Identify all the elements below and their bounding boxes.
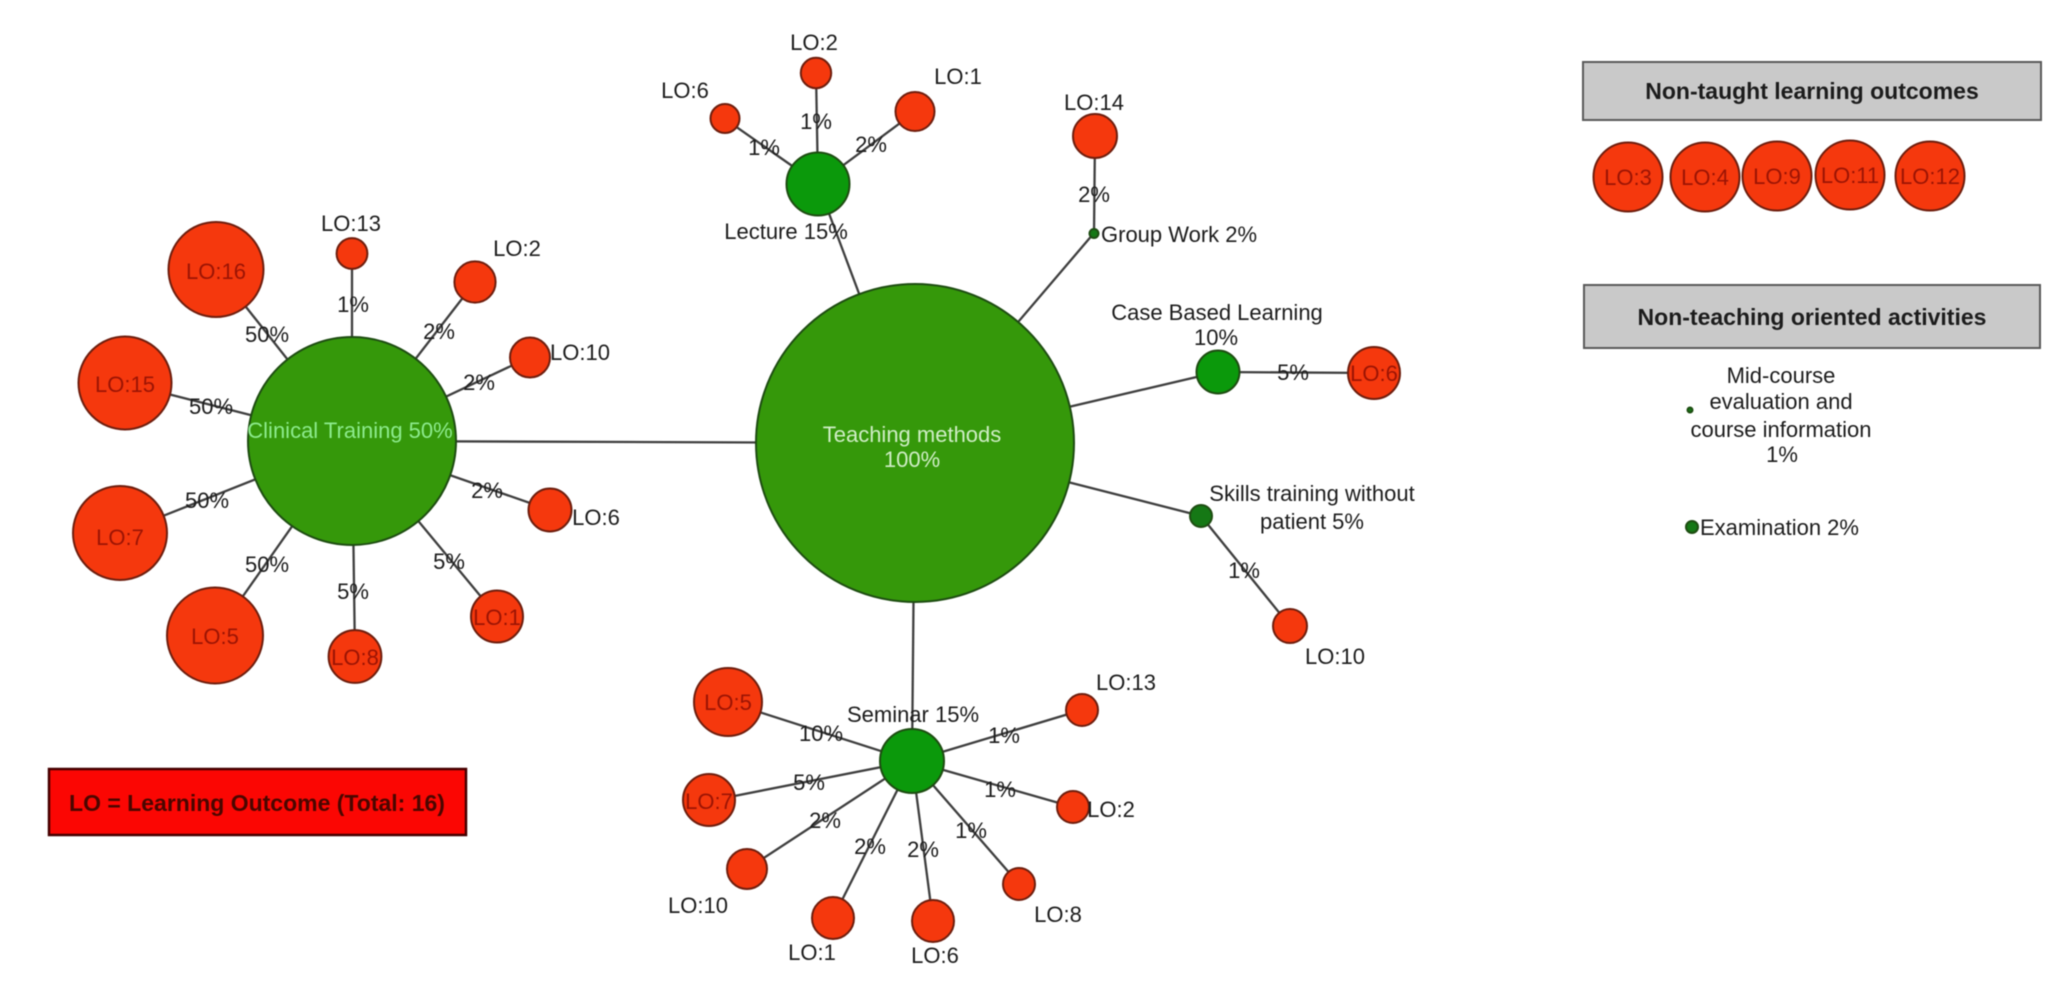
svg-text:LO:10: LO:10: [668, 893, 728, 918]
svg-text:50%: 50%: [245, 322, 289, 347]
svg-text:1%: 1%: [955, 818, 987, 843]
svg-text:2%: 2%: [809, 808, 841, 833]
svg-text:Clinical Training 50%: Clinical Training 50%: [247, 418, 452, 443]
svg-text:LO:9: LO:9: [1753, 164, 1801, 189]
svg-text:1%: 1%: [1228, 558, 1260, 583]
svg-text:LO:1: LO:1: [788, 940, 836, 965]
svg-text:Seminar 15%: Seminar 15%: [847, 702, 979, 727]
svg-text:1%: 1%: [748, 135, 780, 160]
svg-text:LO:2: LO:2: [790, 30, 838, 55]
svg-text:course information: course information: [1691, 417, 1872, 442]
svg-text:5%: 5%: [433, 549, 465, 574]
svg-text:LO:14: LO:14: [1064, 90, 1124, 115]
svg-text:2%: 2%: [854, 834, 886, 859]
svg-text:Non-teaching oriented activiti: Non-teaching oriented activities: [1638, 304, 1987, 330]
svg-text:Lecture 15%: Lecture 15%: [724, 219, 848, 244]
svg-text:2%: 2%: [1078, 182, 1110, 207]
svg-text:1%: 1%: [1766, 442, 1798, 467]
svg-text:2%: 2%: [463, 370, 495, 395]
svg-text:Teaching methods: Teaching methods: [823, 422, 1002, 447]
svg-text:LO:12: LO:12: [1900, 164, 1960, 189]
svg-text:LO:2: LO:2: [1087, 797, 1135, 822]
svg-text:LO:1: LO:1: [934, 64, 982, 89]
svg-text:5%: 5%: [1277, 360, 1309, 385]
svg-text:LO:6: LO:6: [661, 78, 709, 103]
svg-text:1%: 1%: [984, 777, 1016, 802]
svg-text:LO:11: LO:11: [1821, 163, 1879, 188]
svg-text:10%: 10%: [799, 721, 843, 746]
svg-text:LO:7: LO:7: [685, 789, 733, 814]
svg-text:10%: 10%: [1194, 325, 1238, 350]
svg-text:50%: 50%: [189, 394, 233, 419]
svg-text:LO:15: LO:15: [95, 372, 155, 397]
svg-text:LO:6: LO:6: [1350, 361, 1398, 386]
svg-text:2%: 2%: [423, 319, 455, 344]
svg-text:Non-taught learning outcomes: Non-taught learning outcomes: [1645, 78, 1979, 104]
svg-text:Case Based Learning: Case Based Learning: [1111, 300, 1323, 325]
svg-text:LO:13: LO:13: [321, 211, 381, 236]
svg-text:LO:8: LO:8: [1034, 902, 1082, 927]
svg-text:LO:3: LO:3: [1604, 165, 1652, 190]
svg-text:LO = Learning Outcome (Total:: LO = Learning Outcome (Total: 16): [69, 790, 445, 816]
svg-text:evaluation and: evaluation and: [1709, 389, 1852, 414]
svg-text:2%: 2%: [907, 837, 939, 862]
svg-text:LO:6: LO:6: [911, 943, 959, 968]
svg-text:50%: 50%: [245, 552, 289, 577]
svg-text:5%: 5%: [337, 579, 369, 604]
svg-text:LO:8: LO:8: [331, 645, 379, 670]
svg-text:2%: 2%: [471, 478, 503, 503]
svg-text:1%: 1%: [800, 109, 832, 134]
svg-text:LO:13: LO:13: [1096, 670, 1156, 695]
svg-text:LO:5: LO:5: [704, 690, 752, 715]
svg-text:50%: 50%: [185, 488, 229, 513]
svg-text:LO:2: LO:2: [493, 236, 541, 261]
svg-text:patient 5%: patient 5%: [1260, 509, 1364, 534]
svg-text:1%: 1%: [337, 292, 369, 317]
svg-text:LO:16: LO:16: [186, 259, 246, 284]
svg-text:LO:6: LO:6: [572, 505, 620, 530]
svg-text:LO:1: LO:1: [473, 605, 521, 630]
svg-text:Mid-course: Mid-course: [1727, 363, 1836, 388]
svg-text:1%: 1%: [988, 723, 1020, 748]
svg-text:Skills training without: Skills training without: [1209, 481, 1414, 506]
svg-text:LO:5: LO:5: [191, 624, 239, 649]
svg-text:5%: 5%: [793, 770, 825, 795]
svg-text:2%: 2%: [855, 132, 887, 157]
svg-text:Examination 2%: Examination 2%: [1700, 515, 1859, 540]
svg-text:LO:7: LO:7: [96, 525, 144, 550]
svg-text:LO:10: LO:10: [550, 340, 610, 365]
svg-text:LO:10: LO:10: [1305, 644, 1365, 669]
svg-text:LO:4: LO:4: [1681, 165, 1729, 190]
svg-text:Group Work 2%: Group Work 2%: [1101, 222, 1257, 247]
svg-text:100%: 100%: [884, 447, 940, 472]
